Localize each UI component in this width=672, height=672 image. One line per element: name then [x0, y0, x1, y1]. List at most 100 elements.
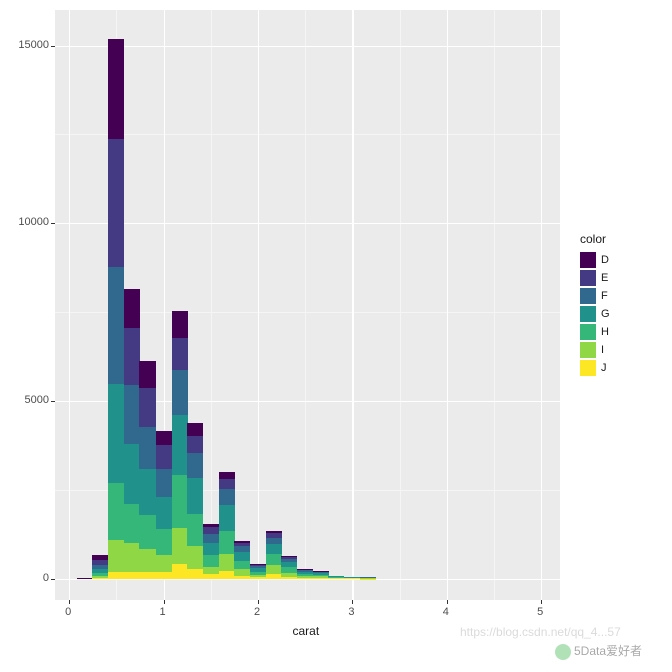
bar-segment — [124, 504, 140, 543]
legend-label: E — [601, 272, 608, 284]
bar-segment — [187, 569, 203, 579]
bar-segment — [234, 552, 250, 561]
bar-stack — [250, 564, 266, 579]
x-tick-label: 1 — [160, 606, 166, 618]
legend-label: G — [601, 308, 610, 320]
x-tick-label: 0 — [65, 606, 71, 618]
plot-area — [55, 10, 560, 600]
bar-segment — [187, 453, 203, 478]
legend-item: G — [580, 306, 610, 322]
grid-line-v — [541, 10, 542, 600]
bar-segment — [156, 431, 172, 445]
legend-label: F — [601, 290, 608, 302]
bar-segment — [219, 489, 235, 505]
watermark-text: https://blog.csdn.net/qq_4...57 — [460, 625, 621, 639]
bar-stack — [297, 569, 313, 578]
bar-segment — [108, 267, 124, 384]
bar-segment — [203, 534, 219, 543]
bar-segment — [139, 427, 155, 470]
bar-stack — [203, 524, 219, 579]
watermark-logo-icon — [555, 644, 571, 660]
bar-segment — [187, 436, 203, 454]
x-tick-label: 2 — [254, 606, 260, 618]
grid-line-v — [447, 10, 448, 600]
bar-stack — [313, 571, 329, 578]
legend-title: color — [580, 232, 610, 246]
bar-segment — [266, 554, 282, 565]
watermark: 5Data爱好者 — [555, 642, 642, 660]
bar-segment — [203, 574, 219, 578]
bar-segment — [219, 479, 235, 489]
bar-segment — [139, 388, 155, 427]
bar-segment — [266, 544, 282, 554]
x-tick — [258, 600, 259, 604]
bar-stack — [92, 555, 108, 579]
legend-key — [580, 360, 596, 376]
bar-stack — [139, 361, 155, 579]
watermark: https://blog.csdn.net/qq_4...57 — [460, 625, 621, 639]
bar-segment — [172, 564, 188, 579]
bar-stack — [234, 541, 250, 579]
bar-segment — [124, 289, 140, 328]
x-tick — [352, 600, 353, 604]
minor-grid-v — [400, 10, 401, 600]
bar-segment — [219, 554, 235, 571]
x-tick — [69, 600, 70, 604]
bar-segment — [266, 565, 282, 574]
legend-label: J — [601, 362, 607, 374]
legend-item: H — [580, 324, 610, 340]
y-tick-label: 15000 — [18, 39, 49, 51]
bar-segment — [203, 567, 219, 575]
bar-segment — [219, 472, 235, 479]
bar-segment — [156, 445, 172, 468]
bar-stack — [124, 289, 140, 579]
chart-container: color DEFGHIJ carat — [0, 0, 672, 672]
legend-item: E — [580, 270, 610, 286]
x-tick — [447, 600, 448, 604]
bar-stack — [328, 576, 344, 579]
y-tick — [51, 223, 55, 224]
bar-segment — [108, 540, 124, 572]
bar-segment — [203, 555, 219, 566]
legend-label: H — [601, 326, 609, 338]
bar-segment — [139, 515, 155, 549]
bar-segment — [219, 531, 235, 554]
bar-stack — [187, 423, 203, 579]
y-tick-label: 10000 — [18, 216, 49, 228]
x-tick-label: 3 — [348, 606, 354, 618]
grid-line-h — [55, 579, 560, 580]
bar-segment — [108, 483, 124, 540]
bar-segment — [124, 444, 140, 504]
legend-label: D — [601, 254, 609, 266]
bar-stack — [281, 556, 297, 578]
bar-stack — [108, 39, 124, 578]
watermark-text: 5Data爱好者 — [574, 644, 642, 658]
bar-stack — [344, 577, 360, 579]
bar-segment — [108, 139, 124, 267]
bar-segment — [219, 505, 235, 531]
minor-grid-h — [55, 134, 560, 135]
grid-line-h — [55, 223, 560, 224]
bar-segment — [234, 576, 250, 579]
x-tick-label: 5 — [537, 606, 543, 618]
bar-segment — [139, 469, 155, 515]
bar-segment — [187, 423, 203, 435]
bar-segment — [172, 311, 188, 338]
legend-item: J — [580, 360, 610, 376]
y-tick — [51, 401, 55, 402]
bar-segment — [172, 338, 188, 370]
bar-segment — [172, 370, 188, 414]
legend-key — [580, 342, 596, 358]
legend-key — [580, 252, 596, 268]
x-tick-label: 4 — [443, 606, 449, 618]
bar-segment — [156, 555, 172, 573]
legend-key — [580, 306, 596, 322]
bar-segment — [108, 384, 124, 484]
y-tick — [51, 46, 55, 47]
legend: color DEFGHIJ — [580, 232, 610, 378]
legend-label: I — [601, 344, 604, 356]
bar-segment — [139, 572, 155, 578]
bar-segment — [187, 478, 203, 514]
bar-segment — [139, 549, 155, 572]
bar-segment — [313, 578, 329, 579]
